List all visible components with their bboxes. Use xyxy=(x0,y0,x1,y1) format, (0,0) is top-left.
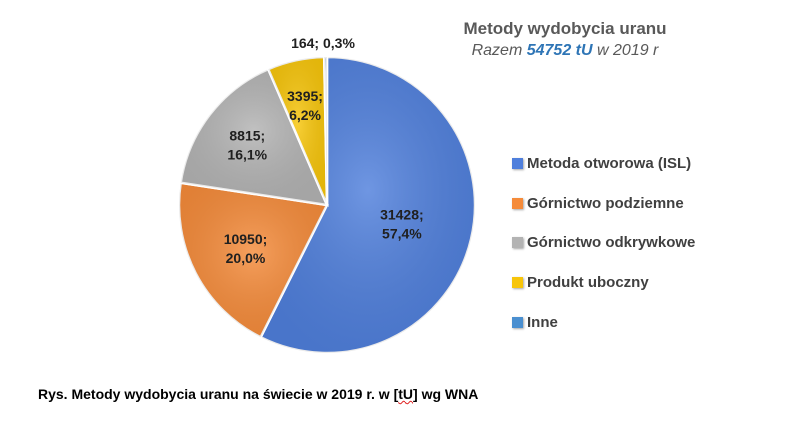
caption-after: ] wg WNA xyxy=(413,386,479,402)
pie-slice-shading-underground xyxy=(178,182,327,338)
legend-swatch-other xyxy=(512,316,523,328)
data-label-by-product: 3395; 6,2% xyxy=(287,88,323,123)
legend-item-isl: Metoda otworowa (ISL) xyxy=(512,144,695,184)
chart-legend: Metoda otworowa (ISL) Górnictwo podziemne… xyxy=(512,144,695,342)
caption-unit: tU xyxy=(398,386,414,402)
legend-item-other: Inne xyxy=(512,302,695,342)
legend-item-by-product: Produkt uboczny xyxy=(512,263,695,303)
legend-label-isl: Metoda otworowa (ISL) xyxy=(527,155,692,173)
pie-slice-shading-by-product xyxy=(268,57,327,205)
chart-title-block: Metody wydobycia uranu Razem 54752 tU w … xyxy=(400,18,730,62)
data-label-open-pit: 8815; 16,1% xyxy=(227,128,267,163)
pie-slice-shading-isl xyxy=(260,57,475,353)
legend-swatch-by-product xyxy=(512,277,523,289)
legend-label-other: Inne xyxy=(527,313,558,331)
chart-subtitle: Razem 54752 tU w 2019 r xyxy=(400,40,730,62)
legend-item-open-pit: Górnictwo odkrywkowe xyxy=(512,223,695,263)
pie-slice-shading-other xyxy=(324,57,327,205)
legend-label-open-pit: Górnictwo odkrywkowe xyxy=(527,234,696,252)
legend-swatch-isl xyxy=(512,158,523,170)
legend-item-underground: Górnictwo podziemne xyxy=(512,184,695,224)
caption-before: Rys. Metody wydobycia uranu na świecie w… xyxy=(38,386,399,402)
chart-title: Metody wydobycia uranu xyxy=(463,19,667,38)
data-label-other: 164; 0,3% xyxy=(291,35,355,51)
data-label-isl: 31428; 57,4% xyxy=(380,207,424,242)
legend-label-underground: Górnictwo podziemne xyxy=(527,194,684,212)
legend-swatch-open-pit xyxy=(512,237,523,249)
legend-swatch-underground xyxy=(512,197,523,209)
subtitle-suffix: w 2019 r xyxy=(597,42,659,59)
pie-slice-shading-open-pit xyxy=(180,69,327,205)
subtitle-total: 54752 tU xyxy=(526,42,593,59)
figure-caption: Rys. Metody wydobycia uranu na świecie w… xyxy=(38,386,478,402)
data-label-underground: 10950; 20,0% xyxy=(224,231,268,266)
legend-label-by-product: Produkt uboczny xyxy=(527,274,649,292)
subtitle-prefix: Razem xyxy=(471,42,523,59)
